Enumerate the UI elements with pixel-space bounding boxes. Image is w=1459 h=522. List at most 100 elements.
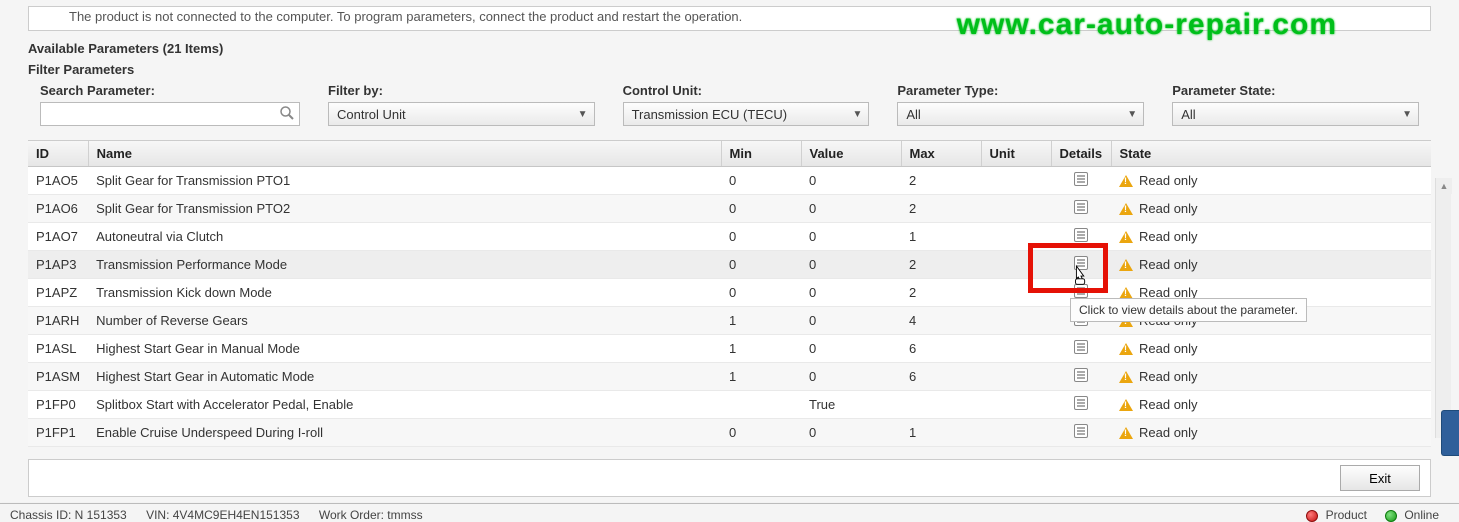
cell-unit [981,307,1051,335]
table-row[interactable]: P1AO6Split Gear for Transmission PTO2002… [28,195,1431,223]
details-icon[interactable] [1074,284,1088,298]
cell-value: 0 [801,279,901,307]
cell-min: 0 [721,167,801,195]
cell-value: 0 [801,223,901,251]
table-row[interactable]: P1ASLHighest Start Gear in Manual Mode10… [28,335,1431,363]
side-panel-tab[interactable] [1441,410,1459,456]
table-row[interactable]: P1AO5Split Gear for Transmission PTO1002… [28,167,1431,195]
col-details[interactable]: Details [1051,141,1111,167]
green-dot-icon [1385,510,1397,522]
details-icon[interactable] [1074,200,1088,214]
table-row[interactable]: P1FP0Splitbox Start with Accelerator Ped… [28,391,1431,419]
search-label: Search Parameter: [40,83,300,98]
details-icon[interactable] [1074,256,1088,270]
cell-name: Split Gear for Transmission PTO1 [88,167,721,195]
cell-details[interactable] [1051,419,1111,447]
warning-icon [1119,259,1133,271]
cell-details[interactable] [1051,363,1111,391]
cell-details[interactable] [1051,335,1111,363]
cell-value: True [801,391,901,419]
scrollbar[interactable]: ▲ ▼ [1435,178,1451,438]
cell-id: P1ARH [28,307,88,335]
cell-details[interactable] [1051,167,1111,195]
chevron-down-icon: ▼ [578,109,588,120]
cell-value: 0 [801,307,901,335]
param-state-label: Parameter State: [1172,83,1419,98]
cell-name: Transmission Performance Mode [88,251,721,279]
cell-max [901,391,981,419]
cell-max: 1 [901,419,981,447]
filter-by-label: Filter by: [328,83,595,98]
filter-params-title: Filter Parameters [28,62,1431,77]
cell-max: 6 [901,363,981,391]
col-value[interactable]: Value [801,141,901,167]
col-max[interactable]: Max [901,141,981,167]
col-state[interactable]: State [1111,141,1431,167]
col-min[interactable]: Min [721,141,801,167]
cell-details[interactable] [1051,251,1111,279]
filter-row: Search Parameter: Filter by: Control Uni… [28,83,1431,126]
details-icon[interactable] [1074,172,1088,186]
control-unit-value: Transmission ECU (TECU) [632,107,788,122]
details-icon[interactable] [1074,396,1088,410]
cell-state: Read only [1111,363,1431,391]
table-row[interactable]: P1AO7Autoneutral via Clutch001Read only [28,223,1431,251]
cell-name: Autoneutral via Clutch [88,223,721,251]
cell-value: 0 [801,335,901,363]
status-bar: Chassis ID: N 151353 VIN: 4V4MC9EH4EN151… [0,504,1459,522]
warning-icon [1119,203,1133,215]
cell-max: 2 [901,167,981,195]
cell-state: Read only [1111,223,1431,251]
table-row[interactable]: P1AP3Transmission Performance Mode002Rea… [28,251,1431,279]
table-row[interactable]: P1FP1Enable Cruise Underspeed During I-r… [28,419,1431,447]
details-icon[interactable] [1074,228,1088,242]
details-icon[interactable] [1074,340,1088,354]
table-row[interactable]: P1ASMHighest Start Gear in Automatic Mod… [28,363,1431,391]
exit-button[interactable]: Exit [1340,465,1420,491]
cell-unit [981,363,1051,391]
cell-max: 6 [901,335,981,363]
cell-details[interactable] [1051,195,1111,223]
cell-unit [981,223,1051,251]
details-icon[interactable] [1074,368,1088,382]
cell-name: Transmission Kick down Mode [88,279,721,307]
cell-id: P1FP1 [28,419,88,447]
cell-id: P1AO6 [28,195,88,223]
cell-unit [981,335,1051,363]
cell-state: Read only [1111,167,1431,195]
param-state-select[interactable]: All ▼ [1172,102,1419,126]
cell-details[interactable] [1051,223,1111,251]
cell-max: 2 [901,251,981,279]
cell-id: P1AP3 [28,251,88,279]
cell-id: P1FP0 [28,391,88,419]
param-type-select[interactable]: All ▼ [897,102,1144,126]
cell-min: 0 [721,279,801,307]
cell-state: Read only [1111,391,1431,419]
scroll-up-icon[interactable]: ▲ [1436,178,1452,194]
warning-icon [1119,343,1133,355]
control-unit-select[interactable]: Transmission ECU (TECU) ▼ [623,102,870,126]
col-name[interactable]: Name [88,141,721,167]
col-unit[interactable]: Unit [981,141,1051,167]
chevron-down-icon: ▼ [1127,109,1137,120]
red-dot-icon [1306,510,1318,522]
cell-max: 2 [901,279,981,307]
param-state-value: All [1181,107,1195,122]
warning-icon [1119,427,1133,439]
cell-unit [981,419,1051,447]
cell-min: 1 [721,363,801,391]
filter-by-select[interactable]: Control Unit ▼ [328,102,595,126]
param-type-label: Parameter Type: [897,83,1144,98]
details-icon[interactable] [1074,424,1088,438]
cell-details[interactable] [1051,391,1111,419]
cell-state: Read only [1111,251,1431,279]
search-icon[interactable] [279,105,295,124]
cell-min: 0 [721,251,801,279]
cell-name: Split Gear for Transmission PTO2 [88,195,721,223]
cell-state: Read only [1111,335,1431,363]
cell-min [721,391,801,419]
search-input[interactable] [40,102,300,126]
notice-text: The product is not connected to the comp… [69,9,742,24]
col-id[interactable]: ID [28,141,88,167]
available-params-title: Available Parameters (21 Items) [28,41,1431,56]
